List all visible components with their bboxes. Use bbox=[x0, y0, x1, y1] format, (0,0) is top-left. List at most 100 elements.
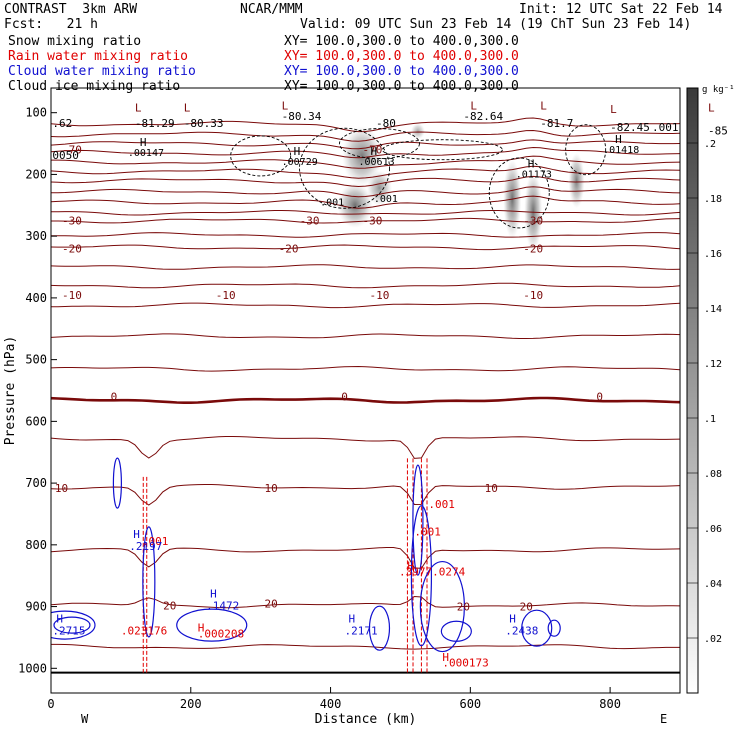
top-value-2: -80.33 bbox=[184, 117, 224, 130]
isotherm-label-7: -20 bbox=[62, 243, 82, 256]
snow-contour-1 bbox=[299, 127, 390, 209]
y-tick-label-6: 700 bbox=[25, 476, 47, 490]
isotherm-9 bbox=[51, 210, 680, 216]
field-cloud-water-xy: XY= 100.0,300.0 to 400.0,300.0 bbox=[284, 64, 519, 79]
top-value-5: -82.64 bbox=[463, 110, 503, 123]
valid-time: Valid: 09 UTC Sun 23 Feb 14 (19 ChT Sun … bbox=[300, 17, 692, 32]
isotherm-label-15: -70 bbox=[363, 144, 383, 157]
low-marker-0: L bbox=[135, 102, 142, 115]
isotherm-2 bbox=[51, 139, 680, 150]
isotherm-label-8: -20 bbox=[279, 243, 299, 256]
cloud-ice-blob-2 bbox=[366, 170, 392, 206]
isotherm-15 bbox=[51, 302, 680, 309]
isotherm-label-2: 0 bbox=[596, 391, 603, 404]
cloud-water-max-marker-2: H bbox=[210, 588, 217, 601]
snow-contour-4 bbox=[488, 157, 550, 229]
field-snow-xy: XY= 100.0,300.0 to 400.0,300.0 bbox=[284, 34, 519, 49]
isotherm-label-20: 20 bbox=[457, 601, 470, 614]
y-tick-label-4: 500 bbox=[25, 353, 47, 367]
cloud-water-contour-2 bbox=[51, 610, 96, 640]
cloud-water-contour-7 bbox=[410, 505, 433, 647]
isotherm-7 bbox=[51, 186, 680, 198]
y-axis-label: Pressure (hPa) bbox=[3, 336, 18, 446]
isotherm-label-6: -10 bbox=[523, 289, 543, 302]
field-rain-label: Rain water mixing ratio bbox=[8, 49, 189, 64]
isotherm-1 bbox=[51, 129, 680, 142]
top-value-4: -80 bbox=[376, 117, 396, 130]
isotherm-13 bbox=[51, 264, 680, 270]
colorbar-tick-label-3: .08 bbox=[704, 469, 722, 480]
colorbar-tick-label-4: .1 bbox=[704, 414, 716, 425]
isotherm-label-5: -10 bbox=[370, 289, 390, 302]
x-tick-label-0: 0 bbox=[47, 697, 54, 711]
isotherm-label-11: -30 bbox=[300, 215, 320, 228]
rain-label-3: .001 bbox=[414, 526, 441, 539]
isotherm-label-13: -30 bbox=[523, 215, 543, 228]
snow-contours bbox=[230, 124, 607, 229]
low-marker-1: L bbox=[184, 102, 191, 115]
rain-contours bbox=[142, 458, 428, 673]
forecast-hour: Fcst: 21 h bbox=[4, 17, 98, 32]
isotherm-label-12: -30 bbox=[363, 215, 383, 228]
isotherm-21 bbox=[51, 547, 680, 569]
snow-label-1: .001 bbox=[374, 194, 398, 205]
top-value-0: .62 bbox=[52, 117, 72, 130]
snow-max-value-3: .01173 bbox=[516, 170, 552, 181]
snow-contour-0 bbox=[230, 135, 292, 177]
colorbar-tick-label-6: .14 bbox=[704, 304, 722, 315]
isotherm-22 bbox=[51, 595, 680, 609]
isotherm-18 bbox=[51, 396, 680, 404]
direction-west: W bbox=[81, 712, 89, 726]
cloud-water-contour-8 bbox=[419, 560, 465, 653]
colorbar-tick-label-9: .2 bbox=[704, 139, 716, 150]
cloud-water-max-value-1: .2197 bbox=[129, 540, 162, 553]
isotherm-label-19: 20 bbox=[265, 597, 278, 610]
field-snow-label: Snow mixing ratio bbox=[8, 34, 142, 49]
rain-label-5: .000208 bbox=[198, 627, 244, 640]
rain-label-7: H bbox=[407, 560, 414, 573]
field-cloud-ice-xy: XY= 100.0,300.0 to 400.0,300.0 bbox=[284, 79, 519, 94]
rain-label-8: H bbox=[442, 651, 449, 664]
low-marker-6: L bbox=[708, 102, 715, 115]
init-time: Init: 12 UTC Sat 22 Feb 14 bbox=[519, 2, 723, 17]
top-value-1: -81.29 bbox=[135, 117, 175, 130]
temperature-contours bbox=[51, 117, 680, 674]
cloud-water-contour-10 bbox=[521, 609, 553, 647]
cloud-water-contour-11 bbox=[547, 619, 561, 637]
isotherm-3 bbox=[51, 146, 680, 159]
isotherm-label-4: -10 bbox=[216, 289, 236, 302]
colorbar-unit: g kg⁻¹ bbox=[702, 85, 735, 95]
snow-max-marker-1: H bbox=[294, 145, 301, 158]
snow-label-0: .001 bbox=[320, 197, 344, 208]
isotherm-11 bbox=[51, 232, 680, 238]
colorbar-tick-label-8: .18 bbox=[704, 194, 722, 205]
plot-frame bbox=[50, 87, 681, 694]
snow-max-value-2: .00613 bbox=[359, 157, 395, 168]
rain-label-0: .001 bbox=[142, 535, 169, 548]
low-marker-2: L bbox=[282, 100, 289, 113]
colorbar-tick-label-1: .04 bbox=[704, 579, 722, 590]
x-axis-label: Distance (km) bbox=[315, 712, 417, 727]
snow-max-value-0: .00147 bbox=[128, 148, 164, 159]
cloud-ice-shading bbox=[337, 123, 585, 252]
colorbar-tick-label-5: .12 bbox=[704, 359, 722, 370]
snow-contour-5 bbox=[565, 124, 607, 176]
cloud-water-max-marker-1: H bbox=[133, 528, 140, 541]
top-value-10: 0050 bbox=[52, 149, 79, 162]
cloud-water-max-marker-4: H bbox=[509, 612, 516, 625]
snow-max-marker-4: H bbox=[615, 133, 622, 146]
y-tick-label-1: 200 bbox=[25, 167, 47, 181]
snow-contour-2 bbox=[339, 128, 420, 160]
isotherm-label-17: 10 bbox=[265, 482, 278, 495]
isotherm-17 bbox=[51, 365, 680, 372]
colorbar-tick-label-0: .02 bbox=[704, 634, 722, 645]
y-tick-label-5: 600 bbox=[25, 414, 47, 428]
isotherm-label-3: -10 bbox=[62, 289, 82, 302]
isotherm-12 bbox=[51, 244, 680, 251]
field-rain-xy: XY= 100.0,300.0 to 400.0,300.0 bbox=[284, 49, 519, 64]
colorbar-tick-label-7: .16 bbox=[704, 249, 722, 260]
y-tick-label-8: 900 bbox=[25, 600, 47, 614]
isotherm-label-22: 20 bbox=[163, 599, 176, 612]
y-tick-label-0: 100 bbox=[25, 106, 47, 120]
model-title: CONTRAST 3km ARW bbox=[4, 2, 138, 17]
